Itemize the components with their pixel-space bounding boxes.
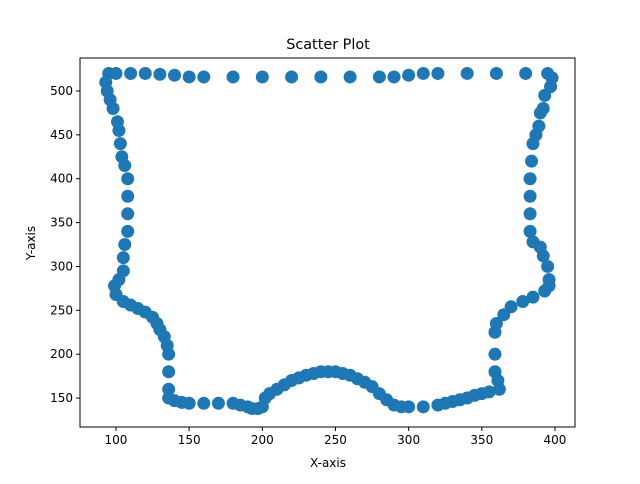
point <box>523 207 537 221</box>
point <box>285 70 299 84</box>
point <box>526 137 540 151</box>
point <box>124 66 138 80</box>
point <box>538 88 552 102</box>
y-tick-label: 450 <box>50 128 73 142</box>
point <box>523 224 537 238</box>
point <box>197 70 211 84</box>
y-tick-label: 400 <box>50 172 73 186</box>
point <box>416 400 430 414</box>
x-axis-label: X-axis <box>310 456 346 470</box>
point <box>99 75 113 89</box>
point <box>255 70 269 84</box>
point <box>372 70 386 84</box>
point <box>416 66 430 80</box>
point <box>488 325 502 339</box>
chart-title: Scatter Plot <box>286 37 370 53</box>
point <box>387 70 401 84</box>
point <box>109 66 123 80</box>
point <box>197 396 211 410</box>
x-tick-label: 250 <box>324 433 347 447</box>
x-tick-label: 300 <box>397 433 420 447</box>
x-tick-label: 150 <box>178 433 201 447</box>
point <box>153 67 167 81</box>
y-tick-label: 200 <box>50 347 73 361</box>
x-tick-label: 200 <box>251 433 274 447</box>
point <box>402 68 416 82</box>
points <box>99 66 559 416</box>
point <box>115 150 129 164</box>
y-tick-label: 300 <box>50 259 73 273</box>
point <box>116 251 130 265</box>
point <box>343 70 357 84</box>
plot-frame <box>79 57 576 428</box>
point <box>538 284 552 298</box>
point <box>489 66 503 80</box>
point <box>121 224 135 238</box>
point <box>226 396 240 410</box>
point <box>226 70 240 84</box>
y-tick-label: 250 <box>50 303 73 317</box>
x-tick-label: 350 <box>470 433 493 447</box>
point <box>121 207 135 221</box>
point <box>523 189 537 203</box>
point <box>116 264 130 278</box>
point <box>492 382 506 396</box>
point <box>168 68 182 82</box>
y-tick-label: 350 <box>50 216 73 230</box>
point <box>519 66 533 80</box>
point <box>431 66 445 80</box>
point <box>211 396 225 410</box>
x-tick-label: 100 <box>105 433 128 447</box>
point <box>431 398 445 412</box>
point <box>113 137 127 151</box>
point <box>526 290 540 304</box>
x-tick-label: 400 <box>544 433 567 447</box>
point <box>118 238 132 252</box>
point <box>536 249 550 263</box>
y-tick-label: 500 <box>50 84 73 98</box>
point <box>121 172 135 186</box>
point <box>121 189 135 203</box>
point <box>497 308 511 322</box>
point <box>162 365 176 379</box>
point <box>525 154 539 168</box>
point <box>460 66 474 80</box>
y-tick-label: 150 <box>50 391 73 405</box>
y-axis-label: Y-axis <box>24 226 38 261</box>
point <box>541 259 555 273</box>
point <box>138 66 152 80</box>
point <box>523 172 537 186</box>
point <box>110 115 124 129</box>
point <box>162 382 176 396</box>
point <box>314 70 328 84</box>
point <box>488 347 502 361</box>
point <box>516 295 530 309</box>
point <box>533 106 547 120</box>
point <box>182 70 196 84</box>
